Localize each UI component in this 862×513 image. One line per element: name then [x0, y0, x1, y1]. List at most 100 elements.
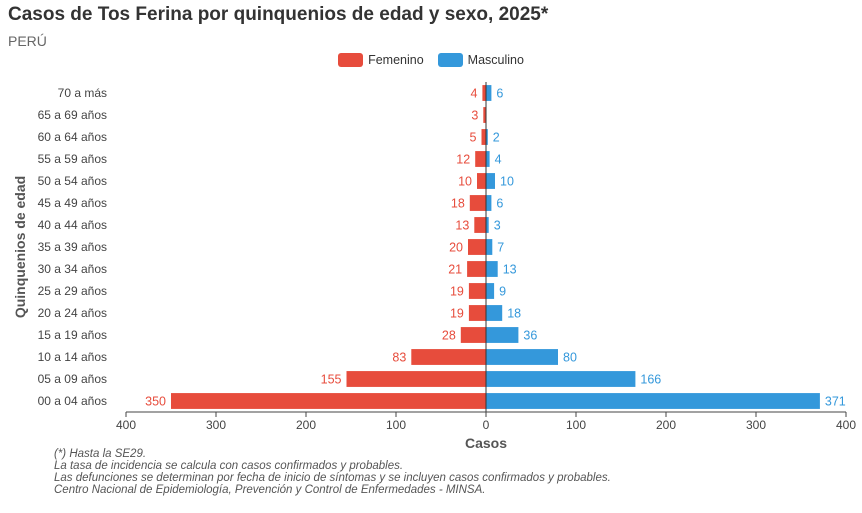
data-label-masculino: 13 [503, 263, 517, 277]
bar-femenino [468, 305, 486, 321]
footnote-3: Las defunciones se determinan por fecha … [54, 472, 611, 484]
bar-femenino [475, 151, 486, 167]
bar-femenino [474, 217, 486, 233]
data-label-masculino: 36 [523, 329, 537, 343]
legend-item-femenino[interactable]: Femenino [338, 53, 424, 67]
data-label-masculino: 7 [497, 241, 504, 255]
x-tick-label: 400 [116, 418, 136, 432]
bar-masculino [486, 261, 498, 277]
data-label-femenino: 83 [392, 351, 406, 365]
footnotes: (*) Hasta la SE29. La tasa de incidencia… [54, 448, 611, 496]
bar-masculino [486, 305, 503, 321]
bar-masculino [486, 151, 490, 167]
y-tick-label: 45 a 49 años [38, 196, 107, 210]
y-tick-label: 50 a 54 años [38, 174, 107, 188]
data-label-femenino: 12 [456, 153, 470, 167]
x-tick-label: 200 [656, 418, 676, 432]
y-tick-label: 60 a 64 años [38, 130, 107, 144]
x-tick-label: 100 [566, 418, 586, 432]
data-label-masculino: 4 [495, 153, 502, 167]
data-label-femenino: 19 [450, 285, 464, 299]
data-label-femenino: 350 [145, 395, 166, 409]
data-label-masculino: 6 [496, 197, 503, 211]
bar-masculino [486, 85, 492, 101]
y-tick-label: 20 a 24 años [38, 306, 107, 320]
data-label-masculino: 371 [825, 395, 846, 409]
bar-masculino [486, 239, 493, 255]
data-label-masculino: 18 [507, 307, 521, 321]
y-tick-label: 05 a 09 años [38, 372, 107, 386]
y-axis-title: Quinquenios de edad [12, 176, 28, 318]
y-tick-label: 15 a 19 años [38, 328, 107, 342]
footnote-1: (*) Hasta la SE29. [54, 448, 147, 460]
bar-femenino [468, 239, 486, 255]
data-label-femenino: 21 [448, 263, 462, 277]
bar-femenino [467, 261, 486, 277]
bar-masculino [486, 129, 488, 145]
x-tick-label: 0 [483, 418, 490, 432]
data-label-femenino: 19 [450, 307, 464, 321]
y-tick-label: 10 a 14 años [38, 350, 107, 364]
y-tick-label: 30 a 34 años [38, 262, 107, 276]
data-label-masculino: 6 [496, 87, 503, 101]
bar-femenino [482, 85, 486, 101]
bar-femenino [460, 327, 486, 343]
y-tick-label: 40 a 44 años [38, 218, 107, 232]
data-label-femenino: 4 [470, 87, 477, 101]
data-label-femenino: 13 [455, 219, 469, 233]
y-tick-label: 65 a 69 años [38, 108, 107, 122]
bar-femenino [411, 349, 486, 365]
y-tick-label: 35 a 39 años [38, 240, 107, 254]
y-tick-label: 00 a 04 años [38, 394, 107, 408]
bar-masculino [486, 195, 492, 211]
chart-subtitle: PERÚ [8, 33, 47, 49]
x-tick-label: 200 [296, 418, 316, 432]
bar-masculino [486, 173, 495, 189]
chart-title: Casos de Tos Ferina por quinquenios de e… [8, 4, 549, 25]
bar-masculino [486, 217, 489, 233]
bar-femenino [483, 107, 486, 123]
data-label-femenino: 10 [458, 175, 472, 189]
footnote-4: Centro Nacional de Epidemiología, Preven… [54, 484, 486, 496]
x-tick-label: 100 [386, 418, 406, 432]
bar-masculino [486, 393, 820, 409]
footnote-2: La tasa de incidencia se calcula con cas… [54, 460, 404, 472]
data-label-femenino: 20 [449, 241, 463, 255]
legend: Femenino Masculino [0, 50, 862, 70]
data-label-masculino: 9 [499, 285, 506, 299]
bar-femenino [468, 283, 486, 299]
data-label-femenino: 28 [442, 329, 456, 343]
y-tick-label: 55 a 59 años [38, 152, 107, 166]
data-label-femenino: 3 [471, 109, 478, 123]
data-label-masculino: 10 [500, 175, 514, 189]
y-tick-label: 25 a 29 años [38, 284, 107, 298]
data-label-masculino: 3 [494, 219, 501, 233]
bar-masculino [486, 371, 636, 387]
bar-femenino [477, 173, 486, 189]
data-label-femenino: 5 [470, 131, 477, 145]
bar-masculino [486, 283, 495, 299]
legend-swatch-femenino [338, 53, 364, 67]
legend-label-masculino: Masculino [467, 53, 524, 67]
bar-femenino [171, 393, 486, 409]
bar-masculino [486, 349, 558, 365]
bar-masculino [486, 327, 519, 343]
data-label-masculino: 166 [640, 373, 661, 387]
x-tick-label: 300 [746, 418, 766, 432]
data-label-masculino: 80 [563, 351, 577, 365]
legend-label-femenino: Femenino [368, 53, 424, 67]
y-tick-label: 70 a más [58, 86, 107, 100]
x-axis-title: Casos [465, 435, 507, 451]
bar-femenino [481, 129, 486, 145]
data-label-femenino: 18 [451, 197, 465, 211]
data-label-masculino: 2 [493, 131, 500, 145]
bar-femenino [346, 371, 486, 387]
data-label-femenino: 155 [321, 373, 342, 387]
bar-femenino [469, 195, 486, 211]
x-tick-label: 300 [206, 418, 226, 432]
legend-swatch-masculino [437, 53, 463, 67]
legend-item-masculino[interactable]: Masculino [437, 53, 524, 67]
x-tick-label: 400 [836, 418, 856, 432]
